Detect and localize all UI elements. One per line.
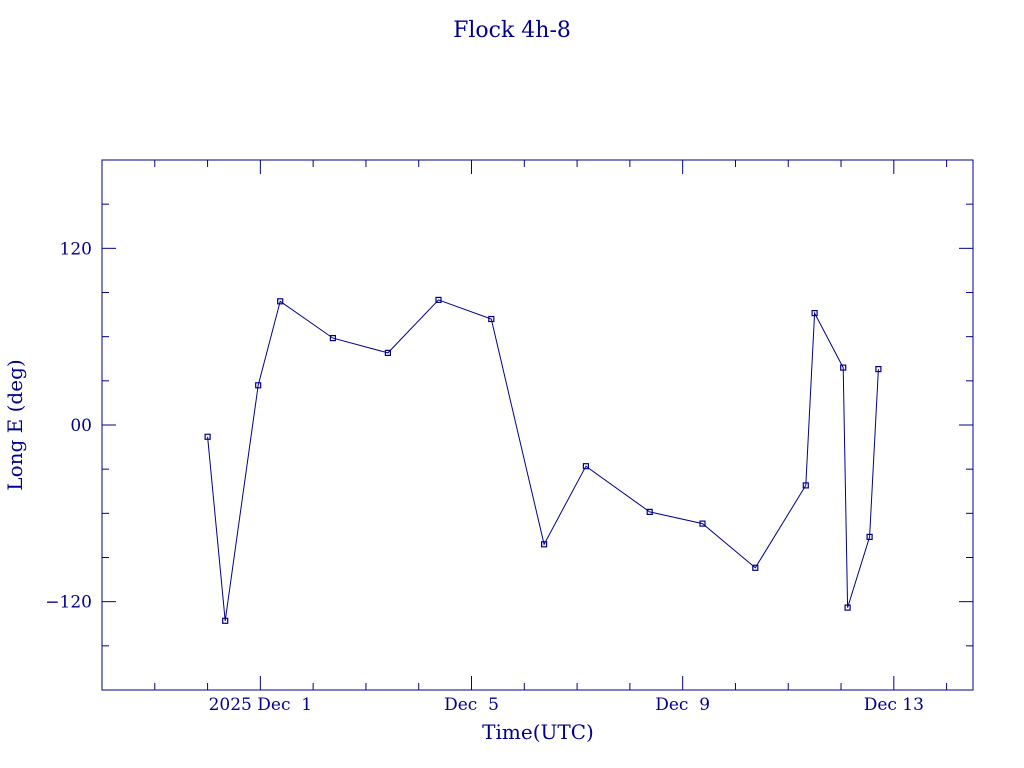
chart-title: Flock 4h-8 <box>453 18 571 43</box>
y-tick-label: 00 <box>70 416 92 436</box>
x-axis-label: Time(UTC) <box>482 720 594 744</box>
series-line <box>208 300 879 621</box>
x-tick-label: Dec 9 <box>655 695 710 715</box>
plot-frame <box>102 160 973 690</box>
x-tick-label: 2025 Dec 1 <box>209 695 313 715</box>
x-axis: 2025 Dec 1 Dec 5 Dec 9 Dec 13 <box>155 160 947 715</box>
x-tick-label: Dec 13 <box>864 695 924 715</box>
y-tick-label: 120 <box>60 239 92 259</box>
series-points <box>205 297 881 623</box>
y-axis-label: Long E (deg) <box>3 359 27 490</box>
y-axis: 120 00 −120 <box>45 204 973 646</box>
x-tick-label: Dec 5 <box>444 695 499 715</box>
y-tick-label: −120 <box>45 593 92 613</box>
